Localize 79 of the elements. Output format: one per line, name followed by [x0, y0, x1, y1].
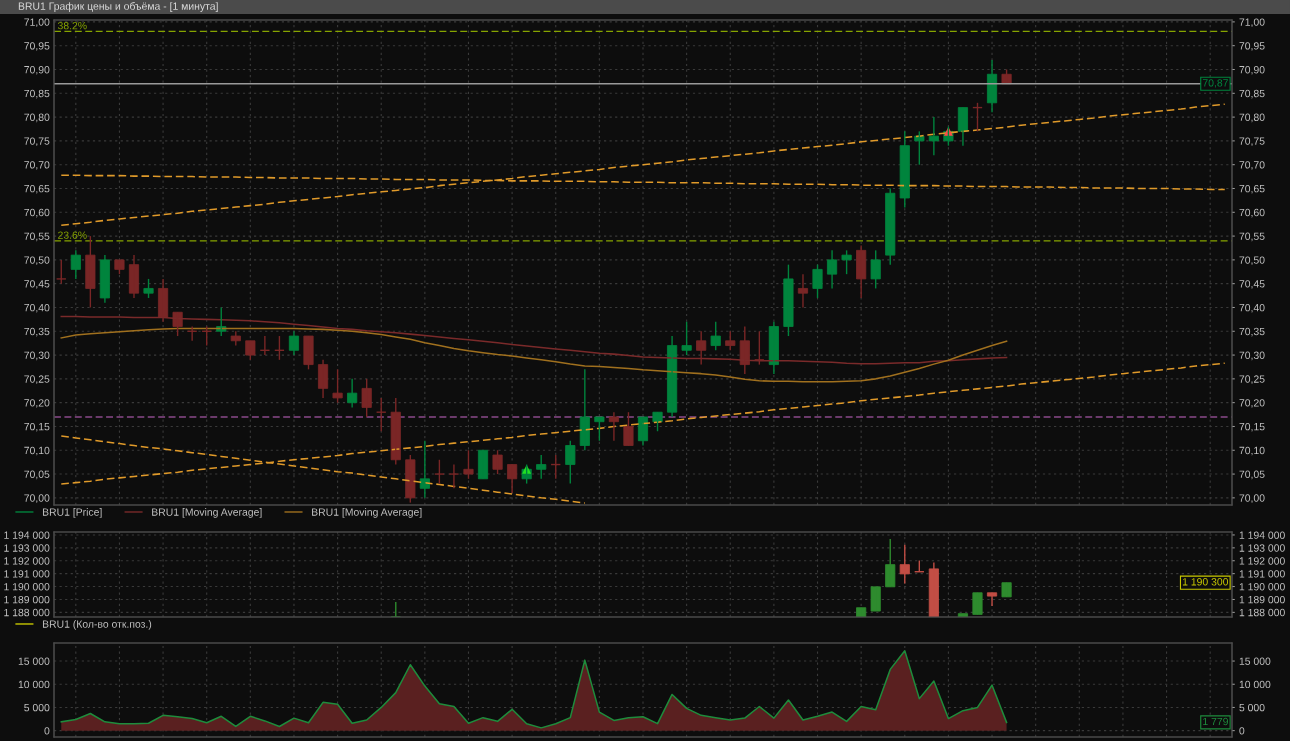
y-tick-label: 1 188 000 — [4, 608, 50, 617]
candlestick — [914, 130, 925, 166]
candlestick — [812, 263, 823, 299]
candlestick — [899, 130, 910, 209]
y-tick-label: 10 000 — [18, 680, 50, 689]
candlestick — [434, 459, 445, 485]
y-tick-label: 1 192 000 — [4, 557, 50, 565]
y-tick-label: 1 190 000 — [4, 583, 50, 591]
candlestick — [303, 335, 314, 371]
candlestick — [710, 321, 721, 352]
y-tick-label: 70,65 — [1239, 184, 1265, 194]
candlestick — [928, 116, 939, 156]
annotation: 1 190 300 — [1182, 578, 1229, 586]
y-tick-label: 70,35 — [1239, 327, 1265, 337]
y-tick-label: 70,25 — [1239, 375, 1265, 384]
candlestick — [463, 449, 474, 480]
candlestick — [85, 235, 96, 309]
y-tick-label: 70,50 — [1239, 256, 1265, 265]
y-tick-label: 70,30 — [1239, 351, 1265, 361]
candlestick — [361, 378, 372, 418]
candlestick — [565, 440, 576, 485]
line-series — [60, 103, 1226, 226]
candlestick — [885, 538, 896, 588]
candlestick — [725, 330, 736, 352]
candlestick — [652, 411, 663, 432]
candlestick — [390, 397, 401, 466]
y-tick-label: 70,75 — [1239, 137, 1265, 146]
candlestick — [885, 187, 896, 266]
y-tick-label: 15 000 — [18, 657, 50, 665]
candlestick — [332, 368, 343, 404]
candlestick — [594, 416, 605, 442]
candlestick — [477, 449, 489, 480]
legend-label: BRU1 [Price] — [42, 508, 102, 518]
y-tick-label: 0 — [44, 727, 50, 735]
y-tick-label: 70,20 — [1239, 399, 1265, 408]
legend-label: BRU1 [Moving Average] — [152, 508, 262, 518]
candlestick — [972, 592, 983, 616]
y-tick-label: 1 194 000 — [4, 531, 50, 539]
y-tick-label: 70,55 — [1239, 232, 1265, 242]
y-tick-label: 1 189 000 — [4, 595, 50, 604]
candlestick — [870, 586, 881, 612]
y-tick-label: 70,40 — [1239, 303, 1265, 313]
y-tick-label: 70,90 — [1239, 66, 1265, 75]
candlestick — [448, 463, 460, 490]
candlestick — [245, 340, 256, 361]
legend-label: BRU1 [Moving Average] — [312, 508, 422, 518]
y-tick-label: 70,00 — [1239, 494, 1265, 503]
candlestick — [55, 259, 67, 285]
y-tick-label: 1 191 000 — [4, 570, 50, 578]
candlestick — [623, 411, 634, 447]
annotation: 38.2% — [57, 21, 87, 30]
y-tick-label: 70,60 — [1239, 208, 1265, 218]
y-tick-label: 70,15 — [1239, 422, 1265, 432]
candlestick — [405, 454, 416, 504]
candlestick — [870, 249, 881, 290]
candlestick — [536, 454, 547, 480]
candlestick — [492, 449, 503, 475]
candlestick — [841, 249, 852, 275]
chart-title: BRU1 График цены и объёма - [1 минута] — [18, 2, 218, 12]
y-tick-label: 70,80 — [1239, 113, 1265, 123]
candlestick — [375, 397, 387, 432]
y-tick-label: 70,95 — [1239, 42, 1265, 51]
candlestick — [856, 607, 867, 617]
candlestick — [681, 321, 692, 356]
y-tick-label: 5 000 — [24, 703, 50, 712]
y-tick-label: 70,85 — [1239, 89, 1265, 99]
y-tick-label: 70,45 — [1239, 280, 1265, 289]
candlestick — [143, 278, 154, 299]
annotation: 1 779 — [1203, 717, 1228, 726]
annotation: 23.6% — [58, 231, 87, 239]
candlestick — [986, 592, 998, 607]
y-tick-label: 70,05 — [1239, 470, 1265, 480]
y-tick-label: 70,10 — [1239, 446, 1265, 456]
y-tick-label: 71,00 — [1239, 18, 1265, 28]
text: BRU1 (Кол-во отк.поз.) — [42, 620, 152, 630]
ref-line-label: 70,87 — [1202, 79, 1228, 88]
y-tick-label: 70,70 — [1239, 161, 1265, 170]
candlestick — [783, 263, 794, 337]
y-tick-label: 1 193 000 — [4, 544, 50, 552]
